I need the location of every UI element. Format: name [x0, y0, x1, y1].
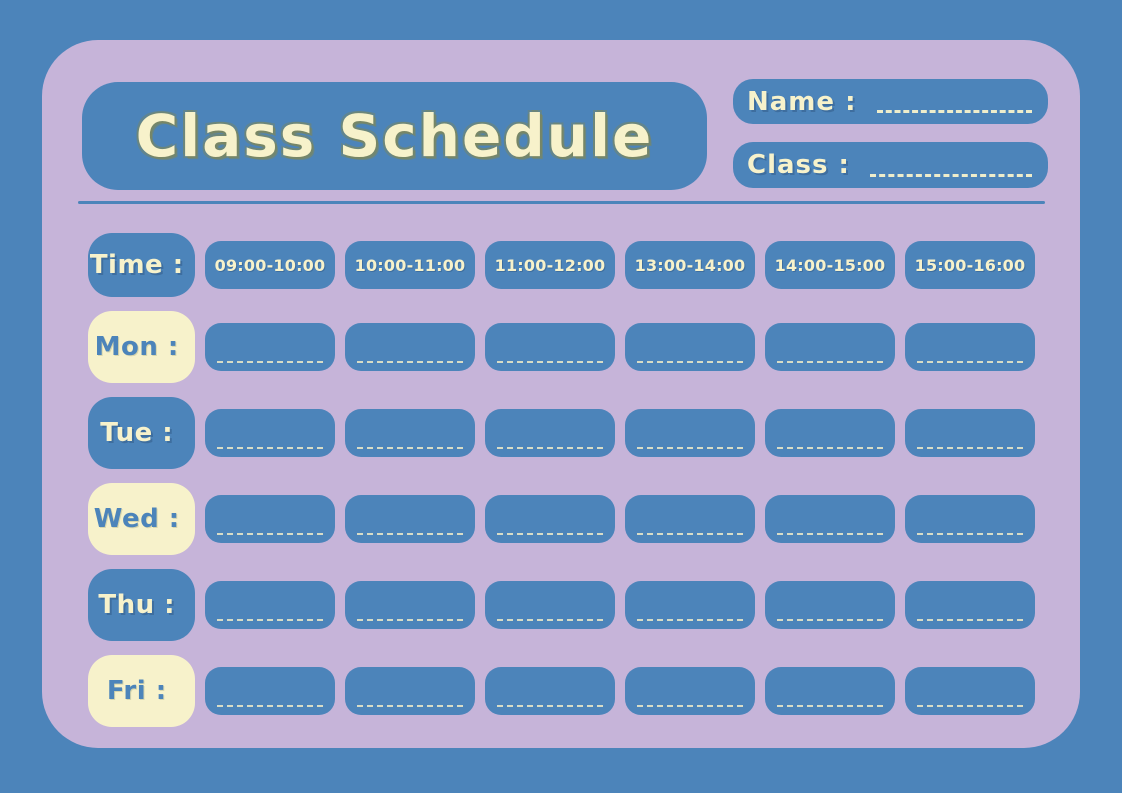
schedule-cell-wed-1[interactable] [345, 495, 475, 543]
entry-line-wed-1[interactable] [357, 533, 463, 535]
entry-line-tue-1[interactable] [357, 447, 463, 449]
day-label-thu: Thu : [88, 569, 195, 641]
schedule-cell-fri-2[interactable] [485, 667, 615, 715]
schedule-cell-wed-5[interactable] [905, 495, 1035, 543]
day-label-text-thu: Thu : [98, 590, 185, 620]
entry-line-thu-2[interactable] [497, 619, 603, 621]
schedule-card: Class Schedule Name : Class : Time : 09:… [42, 40, 1080, 748]
entry-line-fri-3[interactable] [637, 705, 743, 707]
schedule-cell-wed-4[interactable] [765, 495, 895, 543]
time-slot-2: 11:00-12:00 [485, 241, 615, 289]
schedule-cell-mon-2[interactable] [485, 323, 615, 371]
schedule-cell-wed-3[interactable] [625, 495, 755, 543]
entry-line-mon-3[interactable] [637, 361, 743, 363]
name-label: Name : [747, 86, 867, 117]
schedule-cell-tue-0[interactable] [205, 409, 335, 457]
entry-line-thu-3[interactable] [637, 619, 743, 621]
schedule-cell-tue-4[interactable] [765, 409, 895, 457]
schedule-cell-fri-0[interactable] [205, 667, 335, 715]
schedule-cell-fri-3[interactable] [625, 667, 755, 715]
schedule-cell-thu-4[interactable] [765, 581, 895, 629]
entry-line-thu-0[interactable] [217, 619, 323, 621]
entry-line-tue-0[interactable] [217, 447, 323, 449]
time-slot-4: 14:00-15:00 [765, 241, 895, 289]
entry-line-tue-2[interactable] [497, 447, 603, 449]
time-header-label: Time : [88, 233, 195, 297]
day-label-fri: Fri : [88, 655, 195, 727]
entry-line-tue-3[interactable] [637, 447, 743, 449]
class-field: Class : [733, 142, 1048, 188]
entry-line-mon-2[interactable] [497, 361, 603, 363]
entry-line-tue-5[interactable] [917, 447, 1023, 449]
time-header-text: Time : [89, 250, 194, 280]
class-label: Class : [747, 150, 860, 180]
schedule-cell-tue-2[interactable] [485, 409, 615, 457]
title-box: Class Schedule [82, 82, 707, 190]
entry-line-thu-1[interactable] [357, 619, 463, 621]
schedule-cell-mon-3[interactable] [625, 323, 755, 371]
entry-line-thu-4[interactable] [777, 619, 883, 621]
entry-line-mon-4[interactable] [777, 361, 883, 363]
schedule-grid: Time : 09:00-10:00 10:00-11:00 11:00-12:00… [88, 233, 1035, 727]
entry-line-fri-2[interactable] [497, 705, 603, 707]
schedule-cell-thu-3[interactable] [625, 581, 755, 629]
class-input-line[interactable] [870, 173, 1032, 177]
entry-line-fri-5[interactable] [917, 705, 1023, 707]
day-label-text-tue: Tue : [100, 418, 183, 448]
page-title: Class Schedule [135, 102, 654, 170]
time-slot-5: 15:00-16:00 [905, 241, 1035, 289]
time-slot-3: 13:00-14:00 [625, 241, 755, 289]
schedule-cell-fri-4[interactable] [765, 667, 895, 715]
day-label-tue: Tue : [88, 397, 195, 469]
time-slot-0: 09:00-10:00 [205, 241, 335, 289]
entry-line-mon-1[interactable] [357, 361, 463, 363]
schedule-cell-fri-1[interactable] [345, 667, 475, 715]
name-input-line[interactable] [876, 110, 1032, 113]
schedule-cell-mon-5[interactable] [905, 323, 1035, 371]
entry-line-wed-3[interactable] [637, 533, 743, 535]
entry-line-wed-0[interactable] [217, 533, 323, 535]
schedule-cell-wed-0[interactable] [205, 495, 335, 543]
entry-line-thu-5[interactable] [917, 619, 1023, 621]
entry-line-fri-0[interactable] [217, 705, 323, 707]
time-slot-1: 10:00-11:00 [345, 241, 475, 289]
entry-line-tue-4[interactable] [777, 447, 883, 449]
day-label-wed: Wed : [88, 483, 195, 555]
schedule-cell-tue-3[interactable] [625, 409, 755, 457]
entry-line-mon-0[interactable] [217, 361, 323, 363]
entry-line-wed-4[interactable] [777, 533, 883, 535]
day-label-text-mon: Mon : [94, 332, 189, 362]
entry-line-wed-2[interactable] [497, 533, 603, 535]
day-label-text-wed: Wed : [93, 504, 190, 534]
entry-line-fri-4[interactable] [777, 705, 883, 707]
schedule-cell-thu-1[interactable] [345, 581, 475, 629]
entry-line-wed-5[interactable] [917, 533, 1023, 535]
schedule-cell-thu-0[interactable] [205, 581, 335, 629]
schedule-cell-tue-5[interactable] [905, 409, 1035, 457]
schedule-cell-wed-2[interactable] [485, 495, 615, 543]
header-divider [78, 201, 1045, 204]
entry-line-mon-5[interactable] [917, 361, 1023, 363]
schedule-cell-mon-0[interactable] [205, 323, 335, 371]
name-field: Name : [733, 79, 1048, 124]
schedule-cell-thu-5[interactable] [905, 581, 1035, 629]
schedule-cell-fri-5[interactable] [905, 667, 1035, 715]
schedule-cell-mon-1[interactable] [345, 323, 475, 371]
schedule-cell-mon-4[interactable] [765, 323, 895, 371]
schedule-cell-thu-2[interactable] [485, 581, 615, 629]
day-label-mon: Mon : [88, 311, 195, 383]
day-label-text-fri: Fri : [106, 676, 177, 706]
entry-line-fri-1[interactable] [357, 705, 463, 707]
schedule-cell-tue-1[interactable] [345, 409, 475, 457]
